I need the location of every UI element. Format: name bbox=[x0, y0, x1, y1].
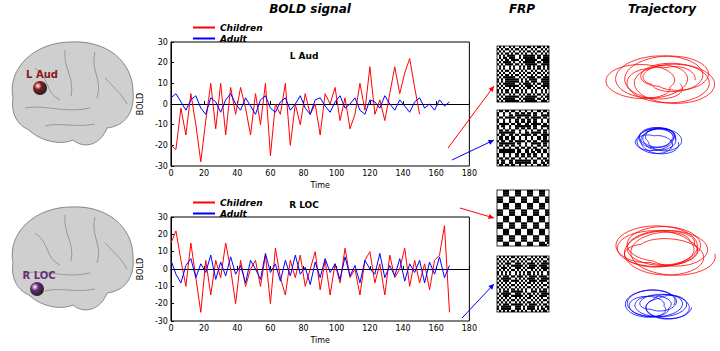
svg-text:60: 60 bbox=[265, 324, 275, 333]
svg-text:0: 0 bbox=[163, 100, 168, 109]
svg-text:30: 30 bbox=[158, 38, 168, 47]
svg-text:80: 80 bbox=[298, 169, 308, 178]
svg-text:120: 120 bbox=[362, 169, 377, 178]
svg-text:30: 30 bbox=[158, 213, 168, 222]
svg-text:20: 20 bbox=[158, 58, 168, 67]
svg-text:Trajectory: Trajectory bbox=[628, 2, 697, 16]
svg-text:60: 60 bbox=[265, 169, 275, 178]
svg-text:-10: -10 bbox=[155, 120, 168, 129]
svg-text:BOLD: BOLD bbox=[136, 93, 145, 115]
svg-text:180: 180 bbox=[462, 169, 477, 178]
svg-text:-10: -10 bbox=[155, 282, 168, 291]
svg-text:R LOC: R LOC bbox=[22, 270, 55, 281]
svg-text:Children: Children bbox=[220, 198, 263, 208]
svg-text:80: 80 bbox=[298, 324, 308, 333]
svg-text:Adult: Adult bbox=[219, 34, 248, 44]
svg-text:10: 10 bbox=[158, 247, 168, 256]
svg-text:100: 100 bbox=[329, 324, 344, 333]
svg-text:L Aud: L Aud bbox=[290, 51, 319, 61]
svg-text:20: 20 bbox=[199, 324, 209, 333]
svg-text:20: 20 bbox=[158, 230, 168, 239]
svg-text:L Aud: L Aud bbox=[26, 69, 58, 80]
svg-text:Adult: Adult bbox=[219, 209, 248, 219]
svg-text:20: 20 bbox=[199, 169, 209, 178]
svg-text:FRP: FRP bbox=[509, 2, 535, 16]
svg-text:180: 180 bbox=[462, 324, 477, 333]
svg-text:BOLD signal: BOLD signal bbox=[269, 2, 352, 16]
svg-text:160: 160 bbox=[429, 169, 444, 178]
svg-text:-30: -30 bbox=[155, 162, 168, 171]
svg-text:-20: -20 bbox=[155, 141, 168, 150]
svg-text:R LOC: R LOC bbox=[289, 200, 319, 210]
svg-text:100: 100 bbox=[329, 169, 344, 178]
svg-text:-30: -30 bbox=[155, 317, 168, 326]
svg-text:140: 140 bbox=[395, 169, 410, 178]
svg-text:0: 0 bbox=[168, 324, 173, 333]
svg-text:0: 0 bbox=[168, 169, 173, 178]
svg-text:Children: Children bbox=[220, 23, 263, 33]
svg-text:Time: Time bbox=[309, 181, 330, 190]
svg-text:120: 120 bbox=[362, 324, 377, 333]
svg-text:-20: -20 bbox=[155, 299, 168, 308]
svg-text:0: 0 bbox=[163, 265, 168, 274]
svg-text:Time: Time bbox=[309, 336, 330, 345]
svg-text:40: 40 bbox=[232, 324, 242, 333]
svg-text:40: 40 bbox=[232, 169, 242, 178]
svg-text:10: 10 bbox=[158, 79, 168, 88]
svg-text:BOLD: BOLD bbox=[136, 258, 145, 280]
svg-text:160: 160 bbox=[429, 324, 444, 333]
svg-text:140: 140 bbox=[395, 324, 410, 333]
